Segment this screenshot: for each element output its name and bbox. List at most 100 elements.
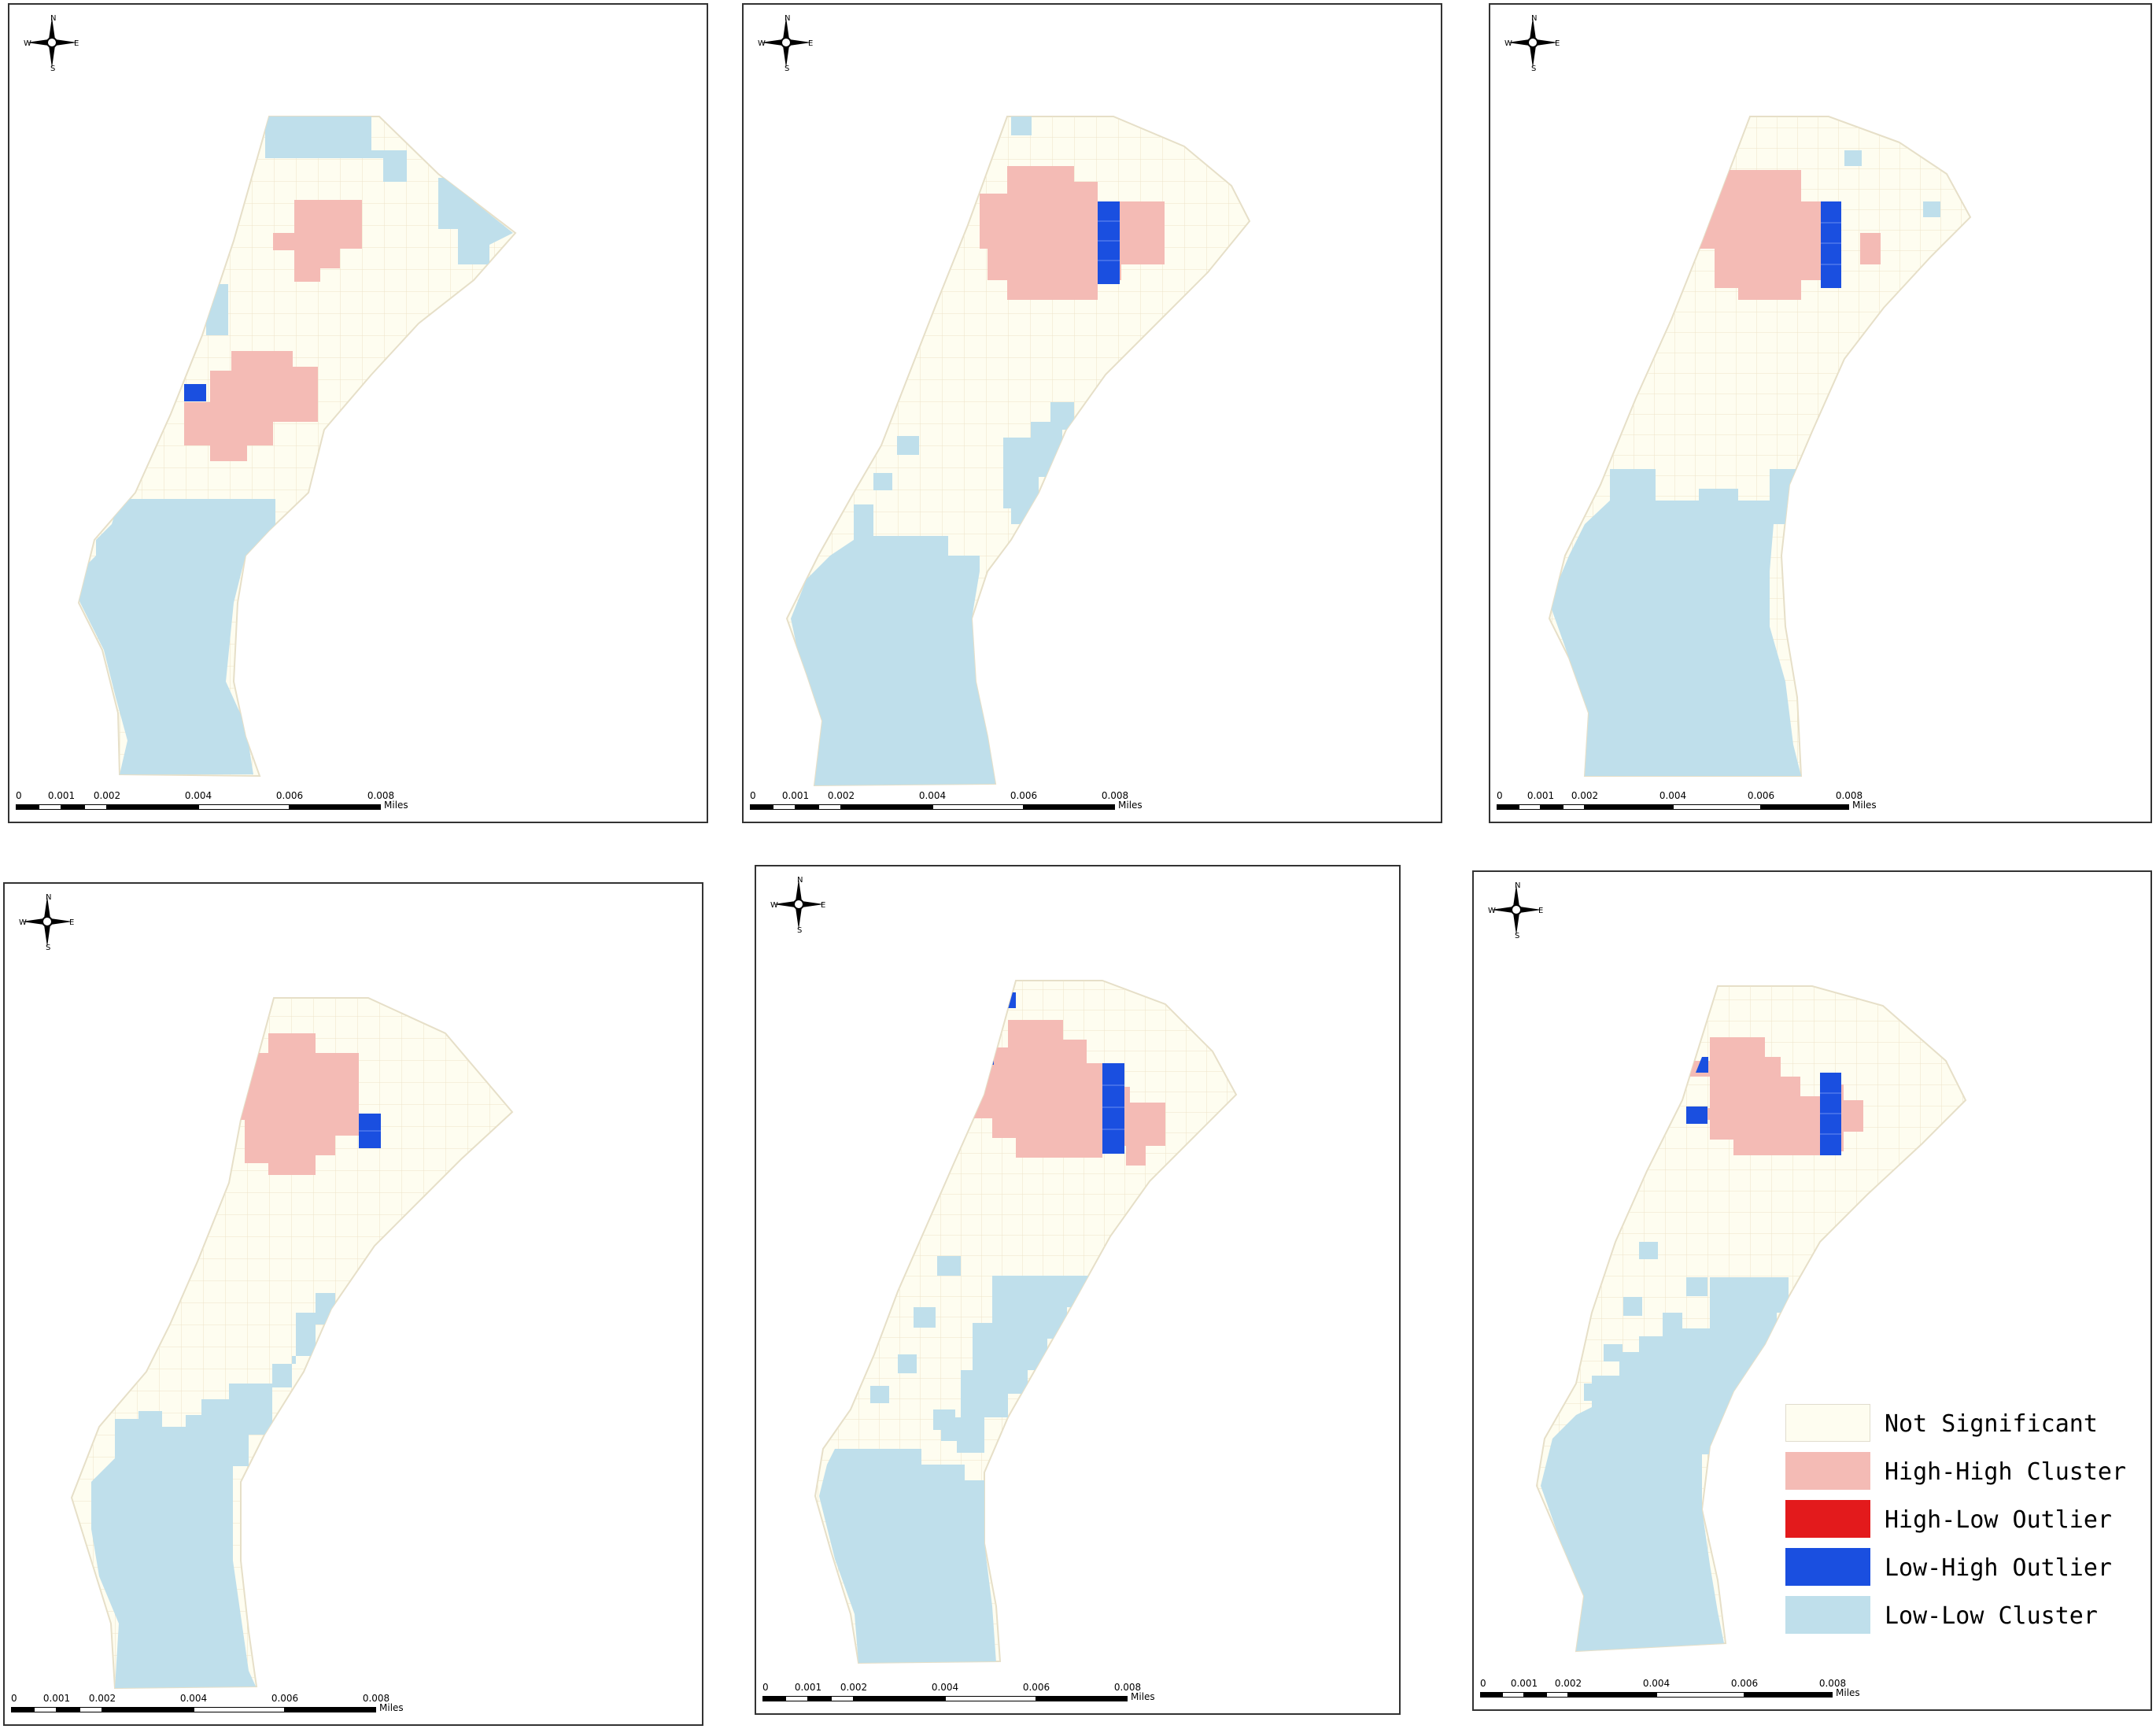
legend-label: High-High Cluster bbox=[1885, 1458, 2127, 1486]
low-low-cluster bbox=[791, 504, 995, 785]
svg-text:W: W bbox=[770, 901, 778, 910]
legend-label: Low-Low Cluster bbox=[1885, 1602, 2098, 1630]
scale-unit: Miles bbox=[1131, 1691, 1155, 1702]
scale-tick: 0.008 bbox=[1101, 790, 1129, 801]
north-arrow-compass-icon: N S W E bbox=[758, 14, 813, 71]
legend-swatch bbox=[1785, 1596, 1870, 1634]
high-high-cluster bbox=[184, 351, 318, 461]
scale-unit: Miles bbox=[1852, 800, 1877, 811]
scale-tick: 0.004 bbox=[918, 790, 947, 801]
low-low-cluster bbox=[438, 178, 513, 264]
low-high-outlier bbox=[1686, 1106, 1707, 1124]
low-low-cluster bbox=[1011, 116, 1032, 135]
low-low-cluster bbox=[79, 499, 275, 774]
low-high-outlier bbox=[1821, 201, 1841, 288]
svg-text:S: S bbox=[50, 65, 55, 71]
scale-tick: 0 bbox=[750, 790, 756, 801]
scale-tick: 0.004 bbox=[1642, 1678, 1671, 1689]
map-area bbox=[785, 116, 1251, 787]
low-low-cluster bbox=[898, 1354, 917, 1373]
svg-text:S: S bbox=[785, 65, 789, 71]
map-area bbox=[77, 116, 517, 778]
low-low-cluster bbox=[1639, 1242, 1658, 1259]
north-arrow-compass-icon: N S W E bbox=[770, 876, 825, 933]
low-high-outlier bbox=[996, 992, 1016, 1008]
scale-tick: 0.006 bbox=[1730, 1678, 1759, 1689]
scale-tick: 0.002 bbox=[1554, 1678, 1582, 1689]
svg-text:E: E bbox=[1538, 907, 1543, 915]
scale-tick: 0.004 bbox=[184, 790, 212, 801]
scale-tick: 0.008 bbox=[362, 1693, 390, 1704]
map-panel-1: N S W E 0 0.001 0.002 0.004 0.006 0.008 … bbox=[8, 3, 708, 823]
scale-unit: Miles bbox=[379, 1702, 404, 1713]
scale-tick: 0.006 bbox=[1022, 1682, 1050, 1693]
legend-item-high-low-outlier: High-Low Outlier bbox=[1785, 1500, 2147, 1541]
north-arrow-compass-icon: N S W E bbox=[24, 14, 79, 71]
low-low-cluster bbox=[819, 1449, 996, 1663]
scale-tick: 0.002 bbox=[88, 1693, 116, 1704]
legend-label: Low-High Outlier bbox=[1885, 1554, 2112, 1582]
scale-tick: 0 bbox=[1480, 1678, 1486, 1689]
legend-label: Not Significant bbox=[1885, 1410, 2098, 1438]
legend-item-low-high-outlier: Low-High Outlier bbox=[1785, 1548, 2147, 1589]
low-low-cluster bbox=[941, 1276, 1095, 1453]
svg-text:N: N bbox=[1531, 14, 1537, 23]
scale-tick: 0.002 bbox=[827, 790, 855, 801]
scale-tick: 0.004 bbox=[179, 1693, 208, 1704]
scale-tick: 0.008 bbox=[1818, 1678, 1847, 1689]
legend-swatch bbox=[1785, 1500, 1870, 1538]
map-panel-5: N S W E 0 0.001 0.002 0.004 0.006 0.008 … bbox=[755, 865, 1401, 1715]
low-low-cluster bbox=[870, 1386, 889, 1403]
low-low-cluster bbox=[873, 473, 892, 490]
scale-tick: 0.004 bbox=[1659, 790, 1687, 801]
svg-text:E: E bbox=[821, 901, 825, 910]
svg-text:W: W bbox=[1504, 39, 1512, 48]
svg-text:S: S bbox=[1531, 65, 1536, 71]
svg-text:S: S bbox=[46, 944, 50, 950]
legend-swatch bbox=[1785, 1452, 1870, 1490]
map-legend: Not Significant High-High Cluster High-L… bbox=[1785, 1404, 2147, 1640]
scale-tick: 0.001 bbox=[1527, 790, 1555, 801]
legend-swatch bbox=[1785, 1548, 1870, 1586]
map-panel-2: N S W E 0 0.001 0.002 0.004 0.006 0.008 … bbox=[742, 3, 1442, 823]
map-area bbox=[814, 980, 1238, 1664]
svg-text:N: N bbox=[1515, 881, 1520, 890]
svg-text:N: N bbox=[50, 14, 56, 23]
scale-tick: 0.001 bbox=[1510, 1678, 1538, 1689]
low-low-cluster bbox=[933, 1409, 955, 1430]
low-low-cluster bbox=[1604, 1344, 1623, 1361]
svg-text:S: S bbox=[797, 926, 802, 933]
svg-text:N: N bbox=[46, 893, 51, 902]
low-low-cluster bbox=[1844, 150, 1862, 166]
map-area bbox=[1535, 985, 1967, 1653]
low-low-cluster bbox=[1686, 1277, 1707, 1296]
high-high-cluster bbox=[1695, 170, 1821, 300]
svg-text:E: E bbox=[808, 39, 813, 48]
legend-item-low-low-cluster: Low-Low Cluster bbox=[1785, 1596, 2147, 1637]
low-low-cluster bbox=[1623, 1297, 1642, 1316]
map-area bbox=[1548, 116, 1972, 777]
scale-tick: 0.002 bbox=[93, 790, 121, 801]
legend-item-not-significant: Not Significant bbox=[1785, 1404, 2147, 1445]
scale-tick: 0.004 bbox=[931, 1682, 959, 1693]
scale-tick: 0.006 bbox=[1010, 790, 1038, 801]
scale-tick: 0.008 bbox=[1835, 790, 1863, 801]
scale-bar: 0 0.001 0.002 0.004 0.006 0.008 Miles bbox=[762, 1682, 1156, 1709]
scale-bar: 0 0.001 0.002 0.004 0.006 0.008 Miles bbox=[16, 790, 409, 817]
legend-label: High-Low Outlier bbox=[1885, 1506, 2112, 1534]
svg-text:N: N bbox=[797, 876, 803, 885]
low-low-cluster bbox=[1541, 1277, 1789, 1651]
svg-text:S: S bbox=[1515, 932, 1519, 938]
scale-tick: 0.002 bbox=[840, 1682, 868, 1693]
scale-tick: 0.001 bbox=[42, 1693, 71, 1704]
scale-tick: 0.001 bbox=[781, 790, 810, 801]
map-panel-4: N S W E 0 0.001 0.002 0.004 0.006 0.008 … bbox=[3, 882, 703, 1726]
low-high-outlier bbox=[1098, 201, 1120, 284]
low-low-cluster bbox=[914, 1307, 936, 1328]
scale-tick: 0 bbox=[11, 1693, 17, 1704]
low-high-outlier bbox=[980, 1047, 994, 1065]
svg-text:W: W bbox=[24, 39, 31, 48]
svg-text:E: E bbox=[1555, 39, 1560, 48]
low-high-outlier bbox=[1696, 1057, 1708, 1073]
low-low-cluster bbox=[1923, 201, 1940, 217]
